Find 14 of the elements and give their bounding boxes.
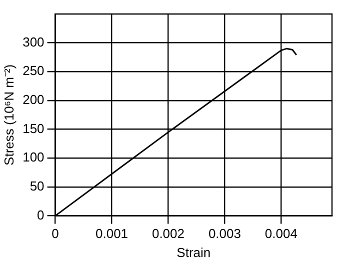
y-axis-title: Stress (10⁶N m⁻²) [1, 64, 16, 166]
x-axis-title: Strain [176, 244, 211, 260]
y-tick-label: 300 [22, 34, 44, 50]
y-tick-label: 200 [22, 92, 44, 108]
x-tick-label: 0.002 [152, 226, 185, 242]
y-tick-label: 250 [22, 63, 44, 78]
x-tick-label: 0.001 [95, 226, 128, 242]
x-tick-label: 0.004 [264, 226, 298, 242]
x-tick-label: 0.003 [208, 226, 241, 242]
y-tick-label: 150 [22, 120, 44, 136]
y-tick-label: 100 [22, 150, 44, 165]
y-tick-label: 50 [30, 178, 44, 194]
y-tick-label: 0 [37, 207, 44, 222]
x-tick-label: 0 [52, 226, 59, 242]
